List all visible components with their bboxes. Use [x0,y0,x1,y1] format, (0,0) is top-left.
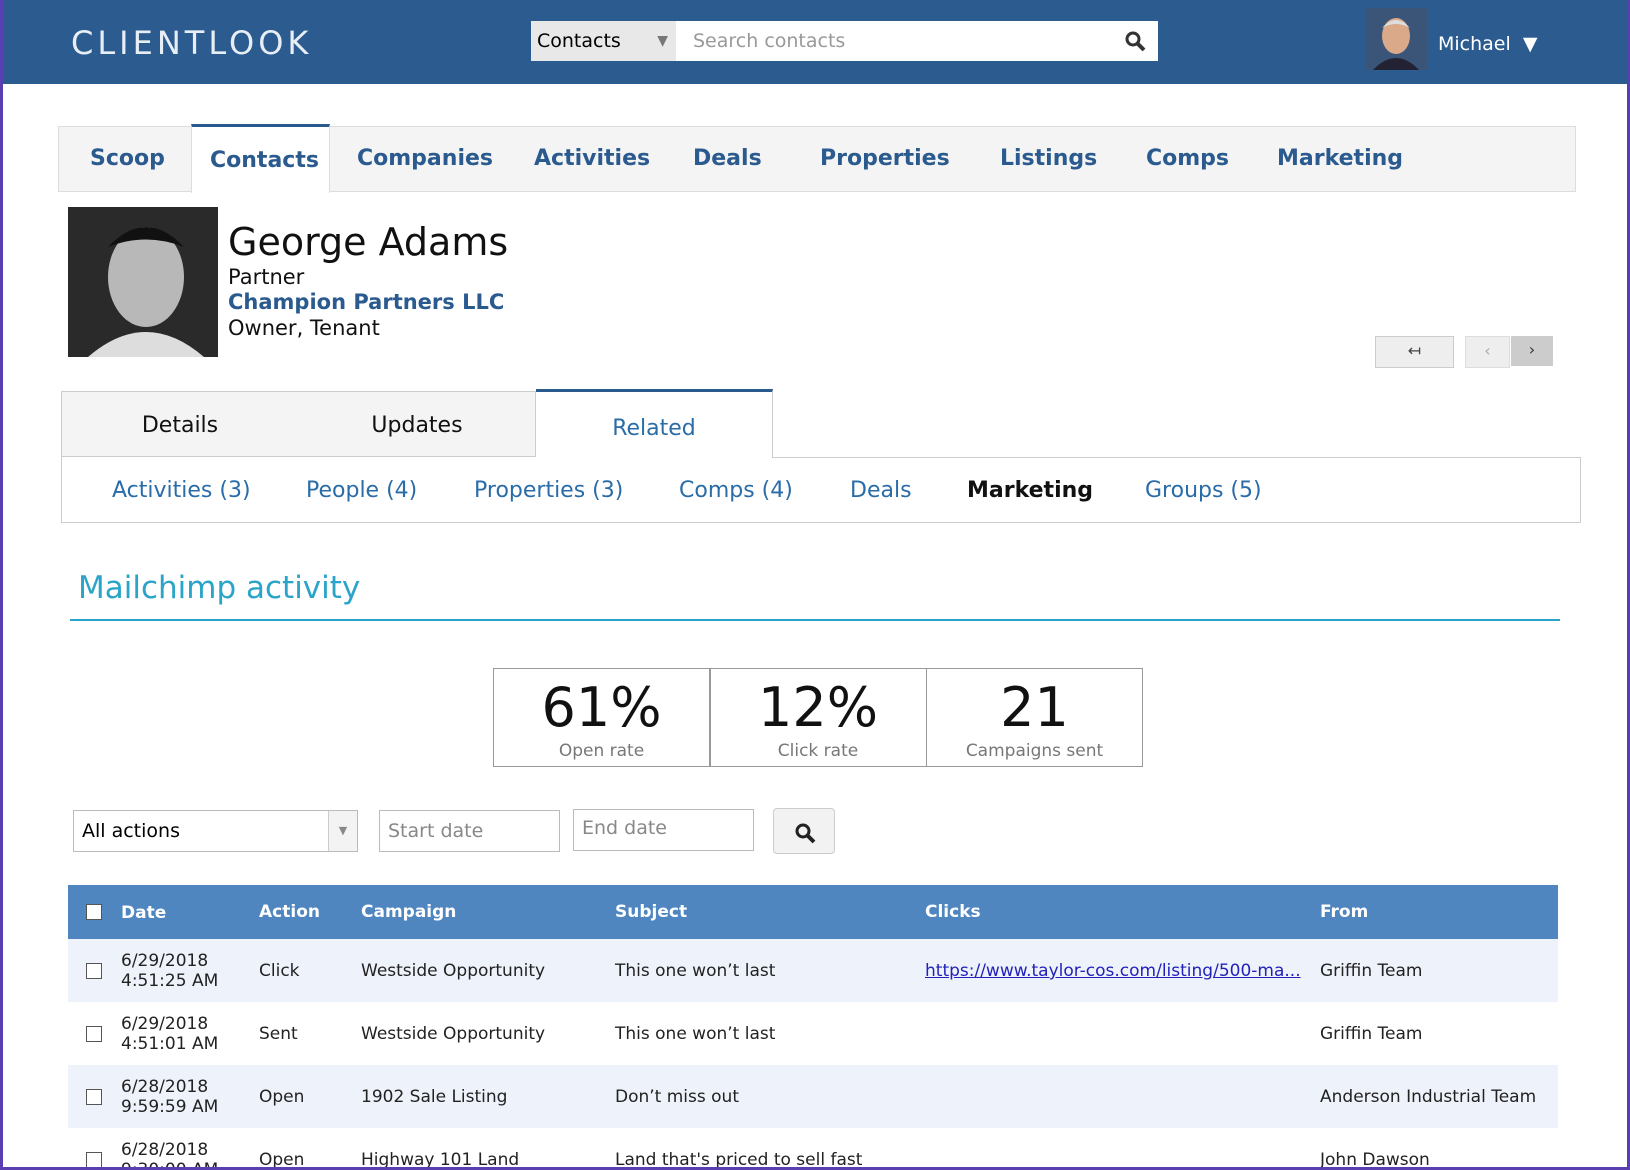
start-date[interactable]: Start date [379,810,560,852]
next-button[interactable]: › [1511,336,1553,366]
profile-title: Partner [228,265,305,289]
row-checkbox[interactable] [86,1152,102,1167]
cell: Sent [259,1024,298,1044]
action-select[interactable]: All actions ▼ [73,810,358,852]
profile-photo [68,207,218,357]
stat-value: 61% [541,676,662,739]
profile-roles: Owner, Tenant [228,316,380,340]
related-tab[interactable]: Groups (5) [1145,478,1262,503]
search-icon [795,823,816,844]
logo[interactable]: CLIENTLOOK [71,24,313,62]
cell: Land that's priced to sell fast [615,1150,863,1170]
cell: Westside Opportunity [361,961,546,981]
click-link[interactable]: https://www.taylor-cos.com/listing/500-m… [925,961,1301,981]
cell: This one won’t last [615,1024,776,1044]
stat-value: 21 [1000,676,1069,739]
nav-tab[interactable]: Contacts [210,148,319,173]
start-placeholder: Start date [388,820,484,842]
nav-tab[interactable]: Listings [1000,146,1098,171]
nav-tab[interactable]: Marketing [1277,146,1404,171]
column-header: Campaign [361,902,457,922]
related-tab[interactable]: People (4) [306,478,418,503]
cell: Griffin Team [1320,1024,1423,1044]
nav-tab[interactable]: Comps [1146,146,1230,171]
cell: 6/29/2018 4:51:01 AM [121,1014,219,1054]
user-avatar[interactable] [1365,8,1427,70]
select-all[interactable] [86,904,102,920]
subtab[interactable]: Related [612,416,696,441]
dropdown-arrow: ▼ [657,33,668,49]
cell: Open [259,1087,305,1107]
related-tab[interactable]: Properties (3) [474,478,624,503]
column-header: Action [259,902,320,922]
user-name: Michael [1438,33,1511,55]
row-checkbox[interactable] [86,1089,102,1105]
stat-value: 12% [757,676,879,739]
cell: 1902 Sale Listing [361,1087,508,1107]
stat-label: Click rate [777,741,859,761]
cell: Westside Opportunity [361,1024,546,1044]
related-tab[interactable]: Marketing [967,478,1094,503]
profile-company[interactable]: Champion Partners LLC [228,290,505,314]
nav-tab[interactable]: Scoop [90,146,165,171]
dropdown-arrow: ▼ [328,811,357,851]
active-subtab [536,389,773,458]
nav-tab[interactable]: Properties [820,146,950,171]
related-tab[interactable]: Activities (3) [112,478,251,503]
user-menu[interactable]: Michael ▼ [1438,33,1538,55]
action-label: All actions [82,820,180,842]
cell: 6/29/2018 4:51:25 AM [121,951,219,991]
nav-tab[interactable]: Activities [534,146,651,171]
section-rule [70,619,1560,621]
cell: Open [259,1150,305,1170]
cell: 6/28/2018 9:30:00 AM [121,1140,219,1170]
end-date[interactable]: End date [573,809,754,851]
stat-label: Open rate [558,741,645,761]
subtab[interactable]: Details [141,413,219,438]
back-button[interactable]: ↤ [1375,336,1454,368]
scope-label: Contacts [537,30,621,52]
subtab[interactable]: Updates [371,413,463,438]
prev-button[interactable]: ‹ [1465,336,1510,368]
row-checkbox[interactable] [86,1026,102,1042]
row-checkbox[interactable] [86,963,102,979]
related-tab[interactable]: Deals [850,478,912,503]
search-placeholder: Search contacts [693,30,846,52]
table-row [68,939,1558,1002]
table-header [68,885,1558,939]
column-header: Clicks [925,902,981,922]
active-tab [191,124,330,193]
table-row [68,1065,1558,1128]
search-scope[interactable]: Contacts ▼ [531,21,676,61]
stat-label: Campaigns sent [965,741,1104,761]
cell: Anderson Industrial Team [1320,1087,1537,1107]
divider [773,457,1581,458]
column-header: From [1320,902,1369,922]
cell: This one won’t last [615,961,776,981]
column-header: Subject [615,902,688,922]
cell: Highway 101 Land [361,1150,520,1170]
search-input[interactable]: Search contacts [676,21,1158,61]
stat-box [926,668,1143,767]
filter-search[interactable] [773,808,835,854]
end-placeholder: End date [582,817,667,839]
cell: Click [259,961,300,981]
profile-name: George Adams [228,220,509,264]
cell: John Dawson [1320,1150,1430,1170]
search-icon[interactable] [1124,30,1146,52]
section-title: Mailchimp activity [78,570,361,606]
nav-tab[interactable]: Companies [357,146,493,171]
table-row [68,1002,1558,1065]
table-row [68,1128,1558,1167]
related-tab[interactable]: Comps (4) [679,478,793,503]
cell: Griffin Team [1320,961,1423,981]
subtab-bar [61,391,536,457]
related-bar [61,457,1581,523]
column-header: Date [121,903,167,923]
cell: Don’t miss out [615,1087,739,1107]
nav-tab[interactable]: Deals [693,146,762,171]
cell: 6/28/2018 9:59:59 AM [121,1077,219,1117]
